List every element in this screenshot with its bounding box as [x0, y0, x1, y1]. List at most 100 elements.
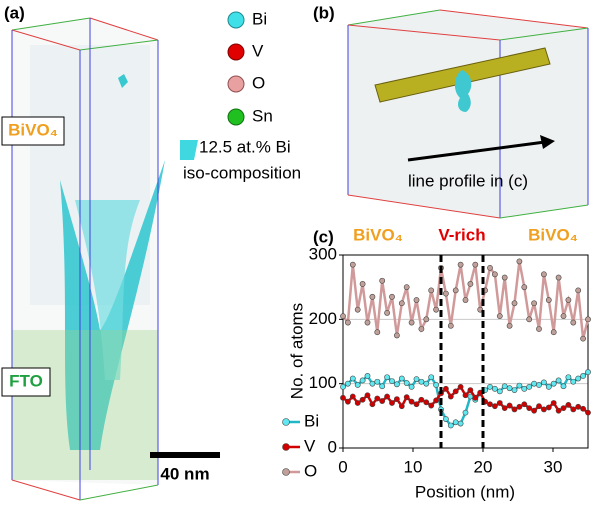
point: [408, 383, 415, 390]
point: [398, 375, 405, 382]
point: [501, 274, 508, 281]
panel-label: (b): [313, 3, 335, 22]
point: [526, 383, 533, 390]
region-label: BiVO₄: [353, 225, 403, 244]
point: [516, 403, 523, 410]
point: [452, 287, 459, 294]
panel-label: (a): [4, 3, 25, 22]
point: [565, 401, 572, 408]
panel-label: (c): [313, 227, 334, 246]
point: [580, 373, 586, 379]
point: [384, 374, 390, 381]
point: [491, 271, 498, 278]
point: [433, 382, 439, 388]
point: [462, 409, 469, 416]
point: [408, 398, 415, 405]
point: [575, 375, 582, 382]
point: [585, 316, 591, 323]
point: [364, 392, 371, 399]
point: [541, 406, 547, 413]
arrow-label: line profile in (c): [408, 171, 528, 190]
point: [398, 403, 405, 410]
point: [379, 398, 386, 404]
point: [374, 378, 381, 385]
point: [374, 395, 381, 402]
point: [379, 383, 386, 390]
point: [433, 306, 439, 313]
layer-label: BiVO₄: [8, 120, 58, 139]
legend-text: Sn: [252, 106, 273, 125]
point: [457, 383, 464, 390]
point: [521, 284, 528, 291]
point: [428, 374, 435, 381]
point: [354, 306, 361, 313]
y-tick-label: 200: [309, 309, 337, 328]
point: [433, 397, 439, 404]
point: [501, 405, 508, 412]
point: [560, 405, 567, 412]
point: [340, 383, 346, 390]
y-tick-label: 100: [309, 373, 337, 392]
point: [501, 383, 508, 390]
legend-text: O: [252, 73, 265, 92]
x-tick-label: 20: [474, 457, 493, 476]
point: [585, 409, 591, 416]
point: [570, 406, 577, 413]
point: [541, 379, 547, 386]
point: [428, 287, 435, 294]
x-tick-label: 0: [338, 457, 347, 476]
y-tick-label: 0: [328, 437, 337, 456]
panel-b-image: [347, 9, 589, 219]
point: [369, 380, 376, 387]
point: [344, 398, 351, 405]
point: [550, 400, 557, 406]
point: [491, 385, 498, 392]
point: [565, 374, 572, 381]
point: [585, 369, 591, 375]
point: [462, 297, 469, 303]
point: [340, 394, 346, 401]
point: [393, 332, 400, 339]
point: [403, 284, 410, 291]
point: [472, 261, 479, 268]
point: [379, 277, 386, 284]
point: [536, 403, 542, 410]
point: [447, 322, 454, 329]
plot-frame: [342, 254, 589, 449]
point: [570, 378, 577, 385]
chart-c: 0 100 200 300 0 10 20 30 BiVO₄ V-rich BiVO₄ Bi VO: [282, 225, 591, 480]
point: [442, 416, 449, 422]
point: [349, 375, 356, 382]
x-tick-label: 30: [544, 457, 563, 476]
point: [545, 383, 552, 390]
point: [536, 382, 542, 388]
region-label: BiVO₄: [528, 225, 578, 244]
point: [491, 403, 498, 410]
point: [413, 297, 420, 303]
point: [575, 403, 582, 410]
point: [555, 274, 562, 281]
y-axis-label: No. of atoms: [287, 303, 306, 399]
point: [560, 383, 567, 390]
point: [384, 393, 390, 400]
point: [359, 396, 366, 403]
point: [467, 387, 474, 393]
point: [389, 378, 395, 384]
point: [418, 396, 425, 403]
point: [457, 420, 464, 427]
point: [389, 400, 395, 406]
point: [423, 380, 430, 387]
point: [403, 380, 410, 386]
point: [447, 393, 454, 400]
point: [516, 258, 523, 265]
point: [506, 402, 513, 409]
point: [462, 392, 469, 399]
point: [511, 387, 518, 393]
point: [423, 316, 430, 323]
point: [487, 383, 493, 390]
point: [550, 329, 557, 336]
point: [550, 380, 557, 387]
point: [364, 319, 371, 326]
point: [344, 380, 351, 387]
